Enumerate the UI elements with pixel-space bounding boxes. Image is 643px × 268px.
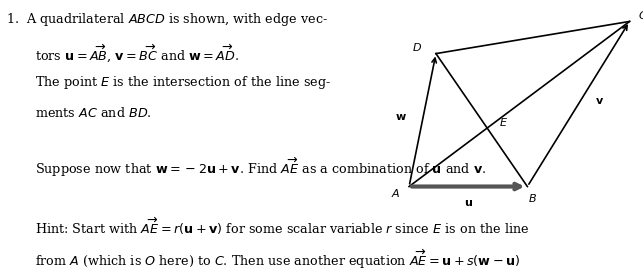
Text: from $\mathit{A}$ (which is $\mathit{O}$ here) to $\mathit{C}$. Then use another: from $\mathit{A}$ (which is $\mathit{O}$… bbox=[35, 248, 521, 268]
Text: The point $\mathit{E}$ is the intersection of the line seg-: The point $\mathit{E}$ is the intersecti… bbox=[35, 74, 332, 91]
Text: $E$: $E$ bbox=[499, 116, 508, 128]
Text: tors $\mathbf{u} = \overrightarrow{AB}$, $\mathbf{v} = \overrightarrow{BC}$ and : tors $\mathbf{u} = \overrightarrow{AB}$,… bbox=[35, 42, 240, 64]
Text: ments $\mathit{AC}$ and $\mathit{BD}$.: ments $\mathit{AC}$ and $\mathit{BD}$. bbox=[35, 106, 152, 120]
Text: $\mathbf{u}$: $\mathbf{u}$ bbox=[464, 198, 473, 208]
Text: 1.  A quadrilateral $\mathit{ABCD}$ is shown, with edge vec-: 1. A quadrilateral $\mathit{ABCD}$ is sh… bbox=[6, 11, 329, 28]
Text: Hint: Start with $\overrightarrow{AE} = r(\mathbf{u} + \mathbf{v})$ for some sca: Hint: Start with $\overrightarrow{AE} = … bbox=[35, 216, 530, 237]
Text: $A$: $A$ bbox=[391, 187, 401, 199]
Text: $D$: $D$ bbox=[412, 42, 422, 53]
Text: $B$: $B$ bbox=[529, 192, 538, 203]
Text: $\mathbf{v}$: $\mathbf{v}$ bbox=[595, 96, 604, 106]
Text: $C$: $C$ bbox=[638, 9, 643, 21]
Text: $\mathbf{w}$: $\mathbf{w}$ bbox=[395, 112, 407, 122]
Text: Suppose now that $\mathbf{w} = -2\mathbf{u} + \mathbf{v}$. Find $\overrightarrow: Suppose now that $\mathbf{w} = -2\mathbf… bbox=[35, 156, 487, 179]
